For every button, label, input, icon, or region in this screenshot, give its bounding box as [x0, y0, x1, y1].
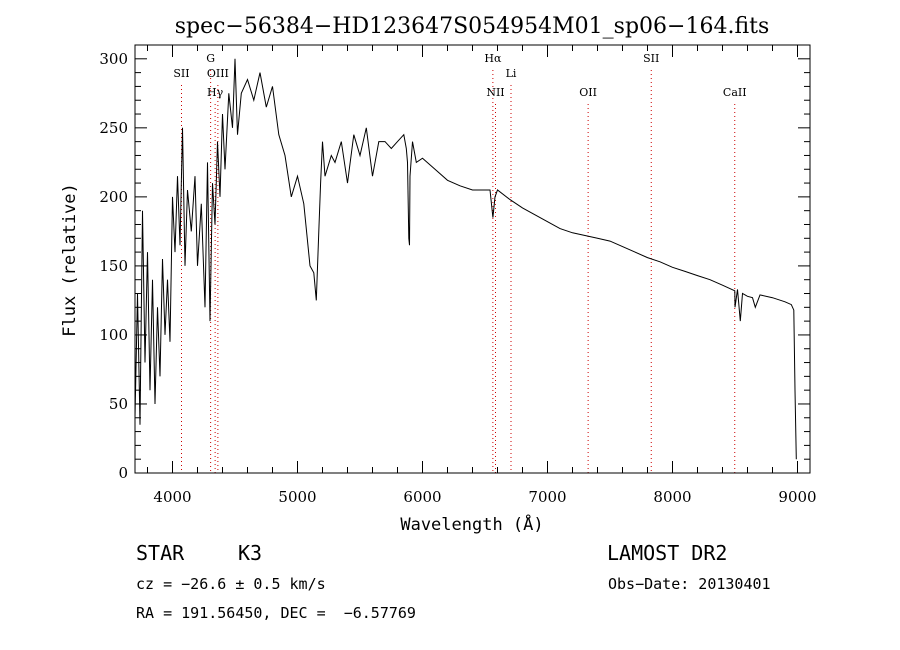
- line-marker-label: Hγ: [207, 86, 224, 99]
- x-tick-label: 6000: [403, 488, 441, 506]
- y-axis-label: Flux (relative): [60, 183, 80, 337]
- line-marker-label: NII: [486, 86, 504, 99]
- line-marker-label: Li: [506, 67, 517, 80]
- line-marker-label: SII: [173, 67, 189, 80]
- axis-ticks: 4000 5000 6000 7000 8000 9000 0 50 100 150 200 250 3…: [99, 45, 817, 506]
- y-tick-label: 50: [109, 395, 128, 413]
- x-tick-label: 8000: [653, 488, 691, 506]
- observation-date: Obs−Date: 20130401: [608, 575, 771, 593]
- redshift-readout: cz = −26.6 ± 0.5 km/s: [136, 575, 326, 593]
- survey-name: LAMOST DR2: [607, 541, 728, 565]
- y-tick-label: 200: [99, 188, 128, 206]
- y-tick-label: 150: [99, 257, 128, 275]
- y-tick-label: 0: [118, 464, 128, 482]
- x-axis-label: Wavelength (Å): [400, 513, 543, 535]
- line-marker-label: OIII: [207, 67, 229, 80]
- line-marker-label: OII: [579, 86, 597, 99]
- y-tick-label: 300: [99, 50, 128, 68]
- chart-title: spec−56384−HD123647S054954M01_sp06−164.f…: [175, 14, 770, 39]
- line-marker-label: CaII: [723, 86, 747, 99]
- x-tick-label: 4000: [153, 488, 191, 506]
- y-tick-label: 250: [99, 119, 128, 137]
- x-tick-label: 5000: [278, 488, 316, 506]
- line-marker-label: Hα: [484, 52, 502, 65]
- object-subclass: K3: [238, 541, 263, 565]
- coordinates-readout: RA = 191.56450, DEC = −6.57769: [136, 604, 416, 622]
- x-tick-label: 7000: [528, 488, 566, 506]
- y-tick-label: 100: [99, 326, 128, 344]
- line-marker-label: SII: [643, 52, 659, 65]
- spectrum-line: [134, 58, 797, 460]
- object-class: STAR: [136, 541, 185, 565]
- line-marker-label: G: [206, 52, 215, 65]
- x-tick-label: 9000: [778, 488, 816, 506]
